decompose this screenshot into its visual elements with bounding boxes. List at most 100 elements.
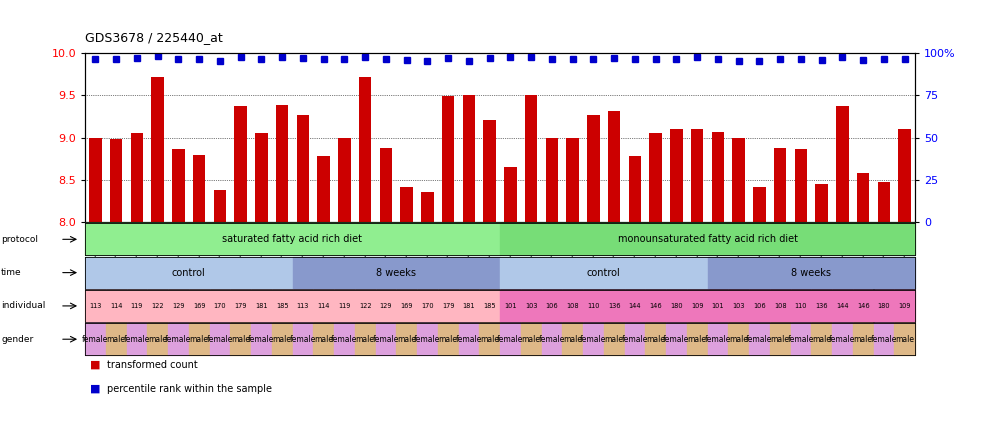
Bar bbox=[463, 95, 475, 222]
Text: 180: 180 bbox=[878, 303, 890, 309]
Bar bbox=[583, 323, 604, 355]
Text: time: time bbox=[1, 268, 22, 277]
Bar bbox=[894, 290, 915, 322]
Text: male: male bbox=[190, 335, 209, 344]
Bar bbox=[604, 290, 624, 322]
Bar bbox=[894, 323, 915, 355]
Bar bbox=[645, 323, 666, 355]
Bar bbox=[376, 323, 396, 355]
Bar bbox=[708, 323, 728, 355]
Text: male: male bbox=[771, 335, 790, 344]
Text: female: female bbox=[165, 335, 192, 344]
Bar bbox=[126, 290, 147, 322]
Bar bbox=[272, 290, 292, 322]
Bar bbox=[542, 323, 562, 355]
Bar bbox=[749, 290, 770, 322]
Text: female: female bbox=[705, 335, 731, 344]
Bar bbox=[811, 290, 832, 322]
Bar bbox=[500, 323, 521, 355]
Bar bbox=[376, 290, 396, 322]
Bar bbox=[687, 323, 708, 355]
Bar bbox=[230, 290, 251, 322]
Text: female: female bbox=[124, 335, 150, 344]
Bar bbox=[313, 290, 334, 322]
Bar bbox=[292, 257, 500, 289]
Text: male: male bbox=[107, 335, 126, 344]
Bar bbox=[483, 120, 496, 222]
Bar bbox=[126, 323, 147, 355]
Bar bbox=[728, 290, 749, 322]
Text: female: female bbox=[82, 335, 109, 344]
Bar bbox=[438, 323, 458, 355]
Bar bbox=[276, 105, 288, 222]
Text: control: control bbox=[172, 268, 206, 278]
Bar bbox=[272, 323, 292, 355]
Bar bbox=[753, 186, 766, 222]
Text: 122: 122 bbox=[151, 303, 164, 309]
Text: female: female bbox=[663, 335, 690, 344]
Bar bbox=[790, 323, 811, 355]
Text: female: female bbox=[414, 335, 441, 344]
Text: male: male bbox=[314, 335, 333, 344]
Bar bbox=[189, 290, 210, 322]
Bar bbox=[151, 77, 164, 222]
Bar bbox=[317, 156, 330, 222]
Bar bbox=[400, 186, 413, 222]
Bar bbox=[131, 133, 143, 222]
Text: protocol: protocol bbox=[1, 235, 38, 244]
Bar bbox=[832, 323, 853, 355]
Bar bbox=[172, 150, 185, 222]
Text: female: female bbox=[497, 335, 524, 344]
Bar bbox=[297, 115, 309, 222]
Bar bbox=[732, 138, 745, 222]
Text: 169: 169 bbox=[193, 303, 205, 309]
Text: male: male bbox=[480, 335, 499, 344]
Bar bbox=[853, 290, 874, 322]
Bar bbox=[500, 223, 915, 255]
Bar bbox=[292, 323, 313, 355]
Bar bbox=[566, 138, 579, 222]
Text: saturated fatty acid rich diet: saturated fatty acid rich diet bbox=[222, 234, 362, 244]
Text: female: female bbox=[373, 335, 399, 344]
Text: 146: 146 bbox=[857, 303, 869, 309]
Text: male: male bbox=[397, 335, 416, 344]
Text: 169: 169 bbox=[400, 303, 413, 309]
Text: 181: 181 bbox=[255, 303, 268, 309]
Text: 110: 110 bbox=[795, 303, 807, 309]
Text: 180: 180 bbox=[670, 303, 683, 309]
Bar bbox=[898, 129, 911, 222]
Bar bbox=[85, 290, 106, 322]
Bar bbox=[542, 290, 562, 322]
Bar bbox=[608, 111, 620, 222]
Bar bbox=[604, 323, 624, 355]
Bar bbox=[645, 290, 666, 322]
Text: male: male bbox=[522, 335, 541, 344]
Bar bbox=[770, 290, 790, 322]
Bar bbox=[770, 323, 790, 355]
Text: male: male bbox=[231, 335, 250, 344]
Bar bbox=[292, 290, 313, 322]
Bar bbox=[380, 148, 392, 222]
Text: 179: 179 bbox=[442, 303, 454, 309]
Bar bbox=[666, 290, 687, 322]
Bar bbox=[234, 106, 247, 222]
Text: 106: 106 bbox=[753, 303, 766, 309]
Text: male: male bbox=[356, 335, 375, 344]
Text: 114: 114 bbox=[317, 303, 330, 309]
Bar bbox=[629, 156, 641, 222]
Text: male: male bbox=[854, 335, 873, 344]
Bar bbox=[479, 290, 500, 322]
Bar bbox=[210, 290, 230, 322]
Bar bbox=[874, 290, 894, 322]
Bar bbox=[168, 290, 189, 322]
Bar bbox=[251, 290, 272, 322]
Bar bbox=[525, 95, 537, 222]
Bar bbox=[795, 150, 807, 222]
Text: male: male bbox=[688, 335, 707, 344]
Bar bbox=[210, 323, 230, 355]
Text: female: female bbox=[456, 335, 482, 344]
Bar bbox=[583, 290, 604, 322]
Bar bbox=[147, 323, 168, 355]
Bar bbox=[811, 323, 832, 355]
Bar bbox=[500, 290, 521, 322]
